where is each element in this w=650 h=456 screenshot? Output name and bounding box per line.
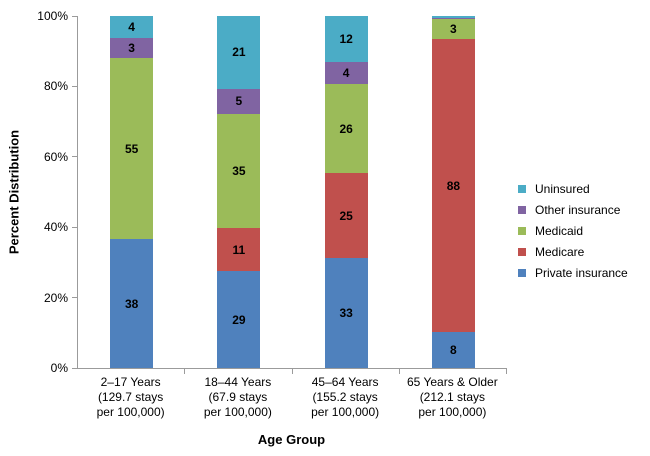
bar-segment bbox=[431, 17, 475, 20]
legend-item: Uninsured bbox=[518, 182, 628, 196]
bar-segment: 3 bbox=[431, 19, 475, 39]
segment-value-label: 4 bbox=[342, 66, 350, 81]
y-tick-label: 20% bbox=[43, 290, 68, 305]
x-tick-mark bbox=[398, 369, 400, 374]
y-tick-label: 0% bbox=[50, 361, 68, 375]
bar-segment: 38 bbox=[110, 239, 154, 368]
y-tick-mark bbox=[72, 15, 78, 17]
bar-segment: 5 bbox=[217, 88, 261, 114]
legend-item: Medicaid bbox=[518, 224, 628, 238]
x-tick-mark bbox=[184, 369, 186, 374]
legend-label: Medicare bbox=[535, 245, 585, 259]
bar-segment bbox=[431, 16, 475, 18]
y-tick-label: 40% bbox=[43, 220, 68, 235]
legend-swatch-icon bbox=[518, 269, 526, 277]
y-tick-label: 60% bbox=[43, 149, 68, 164]
segment-value-label: 4 bbox=[128, 20, 135, 35]
stacked-bar: 8 88 3 bbox=[431, 16, 475, 368]
bar-segment: 11 bbox=[217, 228, 261, 272]
bar-segment: 25 bbox=[324, 172, 368, 259]
category-column: 8 88 3 bbox=[400, 16, 507, 368]
segment-value-label: 3 bbox=[128, 41, 135, 56]
legend-swatch-icon bbox=[518, 248, 526, 256]
bar-segment: 33 bbox=[324, 258, 368, 368]
bar-segment: 21 bbox=[217, 15, 261, 89]
bar-segment: 26 bbox=[324, 84, 368, 173]
bar-segment: 55 bbox=[110, 57, 154, 240]
bar-segment: 4 bbox=[110, 16, 154, 39]
bar-segment: 8 bbox=[431, 332, 475, 368]
segment-value-label: 88 bbox=[446, 178, 461, 193]
legend-swatch-icon bbox=[518, 227, 526, 235]
bar-segment: 12 bbox=[324, 16, 368, 63]
segment-value-label: 35 bbox=[232, 164, 246, 179]
segment-value-label: 5 bbox=[235, 94, 243, 109]
category-label: 18–44 Years (67.9 stays per 100,000) bbox=[203, 375, 272, 419]
segment-value-label: 8 bbox=[450, 343, 457, 358]
segment-value-label: 29 bbox=[232, 312, 246, 327]
bar-segment: 29 bbox=[217, 271, 261, 368]
segment-value-label: 3 bbox=[450, 22, 457, 37]
category-column: 38 55 3 4 bbox=[78, 16, 185, 368]
y-tick-mark bbox=[72, 85, 78, 87]
bar-segment: 3 bbox=[110, 38, 154, 58]
category-label: 45–64 Years (155.2 stays per 100,000) bbox=[311, 375, 380, 419]
legend-item: Private insurance bbox=[518, 266, 628, 280]
y-tick-mark bbox=[72, 297, 78, 299]
plot-area: 38 55 3 4 29 11 35 5 21 33 25 26 4 12 8 88 3 0% 20% 40% 60%… bbox=[37, 9, 507, 375]
bar-segment: 4 bbox=[324, 62, 368, 85]
legend-item: Medicare bbox=[518, 245, 628, 259]
x-axis-title: Age Group bbox=[257, 432, 326, 447]
category-column: 29 11 35 5 21 bbox=[185, 15, 292, 368]
y-tick-label: 80% bbox=[43, 79, 68, 94]
y-tick-mark bbox=[72, 226, 78, 228]
legend-label: Uninsured bbox=[535, 182, 590, 196]
segment-value-label: 38 bbox=[124, 296, 139, 311]
segment-value-label: 25 bbox=[339, 208, 353, 223]
legend-swatch-icon bbox=[518, 206, 526, 214]
segment-value-label: 21 bbox=[232, 45, 246, 60]
legend-label: Private insurance bbox=[535, 266, 628, 280]
bar-segment: 88 bbox=[431, 38, 475, 333]
legend-swatch-icon bbox=[518, 185, 526, 193]
legend-label: Other insurance bbox=[535, 203, 621, 217]
stacked-bar: 29 11 35 5 21 bbox=[217, 15, 261, 368]
bars-container: 38 55 3 4 29 11 35 5 21 33 25 26 4 12 8 88 3 bbox=[78, 15, 507, 368]
category-labels: 2–17 Years (129.7 stays per 100,000) 18–44 … bbox=[77, 375, 506, 420]
legend-label: Medicaid bbox=[535, 224, 584, 238]
segment-value-label: 55 bbox=[124, 141, 139, 156]
category-label: 65 Years & Older (212.1 stays per 100,000) bbox=[407, 375, 498, 419]
legend-item: Other insurance bbox=[518, 203, 628, 217]
stacked-bar: 38 55 3 4 bbox=[110, 16, 154, 368]
category-column: 33 25 26 4 12 bbox=[293, 16, 400, 368]
segment-value-label: 33 bbox=[339, 306, 353, 321]
bar-segment: 35 bbox=[217, 113, 261, 229]
legend: Uninsured Other insurance Medicaid Medicare… bbox=[518, 182, 628, 280]
segment-value-label: 12 bbox=[339, 32, 353, 47]
x-tick-mark bbox=[506, 369, 507, 374]
segment-value-label: 11 bbox=[232, 242, 246, 257]
y-tick-mark bbox=[72, 367, 78, 369]
segment-value-label: 26 bbox=[339, 121, 353, 136]
stacked-bar: 33 25 26 4 12 bbox=[324, 16, 368, 368]
y-axis-title: Percent Distribution bbox=[6, 129, 22, 255]
x-tick-mark bbox=[291, 369, 293, 374]
y-tick-label: 100% bbox=[37, 9, 68, 23]
category-label: 2–17 Years (129.7 stays per 100,000) bbox=[96, 375, 165, 419]
y-tick-mark bbox=[72, 156, 78, 158]
